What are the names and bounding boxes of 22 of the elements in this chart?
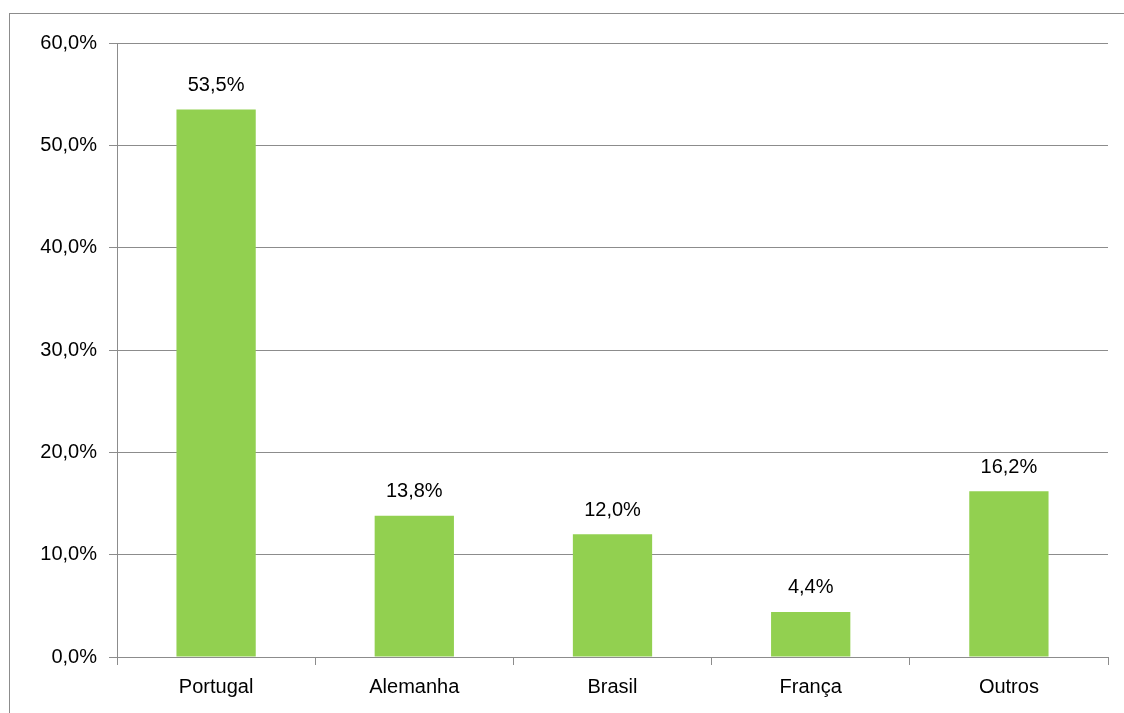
data-label: 13,8% xyxy=(385,479,443,502)
data-label: 12,0% xyxy=(584,497,642,520)
y-tick-label: 60,0% xyxy=(40,30,98,53)
y-tick-label: 30,0% xyxy=(40,337,98,360)
y-tick-label: 10,0% xyxy=(40,542,98,565)
y-tick-label: 20,0% xyxy=(40,439,98,462)
bar xyxy=(572,534,653,657)
bar xyxy=(374,515,454,657)
data-label: 4,4% xyxy=(787,575,834,598)
x-tick-label: França xyxy=(779,674,843,697)
bar xyxy=(176,109,256,657)
y-tick-label: 50,0% xyxy=(40,132,98,155)
x-tick-label: Brasil xyxy=(587,674,638,697)
x-tick-label: Alemanha xyxy=(369,674,461,697)
data-label: 53,5% xyxy=(187,73,245,96)
bar xyxy=(969,491,1049,657)
bar xyxy=(771,611,851,657)
y-tick-label: 40,0% xyxy=(40,235,98,258)
data-label: 16,2% xyxy=(980,454,1038,477)
x-tick-label: Portugal xyxy=(178,674,254,697)
x-tick-label: Outros xyxy=(978,674,1039,697)
y-tick-label: 0,0% xyxy=(51,644,98,667)
